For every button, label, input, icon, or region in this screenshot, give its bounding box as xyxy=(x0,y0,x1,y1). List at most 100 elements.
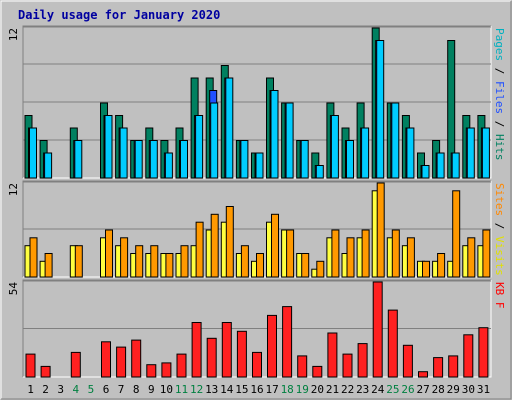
bar-kb-kb-f-day-27 xyxy=(418,371,428,378)
panel-hits-ymax-label: 12 xyxy=(7,28,20,41)
x-tick-label-day-13: 13 xyxy=(205,383,218,396)
bar-visits-sites-day-28 xyxy=(437,253,446,278)
bar-kb-kb-f-day-1 xyxy=(25,353,36,378)
bar-hits-pages-day-4 xyxy=(74,140,83,179)
x-tick-label-day-14: 14 xyxy=(220,383,234,396)
bar-kb-kb-f-day-11 xyxy=(176,353,187,378)
bar-visits-sites-day-31 xyxy=(482,229,491,278)
bar-visits-sites-day-4 xyxy=(74,245,83,278)
bar-hits-pages-day-2 xyxy=(44,152,53,179)
panel-hits: 12 Pages / Files / Hits xyxy=(7,25,506,179)
legend-entry: Pages xyxy=(493,28,506,61)
x-tick-label-day-23: 23 xyxy=(356,383,369,396)
bar-hits-pages-day-30 xyxy=(466,127,475,179)
bar-kb-kb-f-day-10 xyxy=(161,362,172,378)
bar-hits-pages-day-12 xyxy=(195,115,204,179)
x-tick-label-day-24: 24 xyxy=(371,383,385,396)
bar-hits-pages-day-13 xyxy=(210,102,219,179)
bar-visits-sites-day-17 xyxy=(271,213,279,278)
bar-visits-sites-day-7 xyxy=(120,237,129,278)
x-tick-label-day-15: 15 xyxy=(235,383,248,396)
panel-visits: 12 Sites / Visits xyxy=(7,180,506,278)
bar-kb-kb-f-day-14 xyxy=(221,322,232,378)
panel-visits-shadow-edge xyxy=(22,180,491,277)
x-tick-label-day-4: 4 xyxy=(72,383,79,396)
bar-hits-pages-day-1 xyxy=(29,127,37,179)
panel-visits-ymax-label: 12 xyxy=(7,183,20,196)
bar-kb-kb-f-day-4 xyxy=(70,351,81,378)
bar-hits-pages-day-9 xyxy=(149,140,158,179)
x-tick-label-day-8: 8 xyxy=(133,383,140,396)
legend-entry: Sites xyxy=(493,183,506,216)
bar-kb-kb-f-day-21 xyxy=(327,332,338,378)
chart-panels: 12 Pages / Files / Hits 12 Sites / Visits 54… xyxy=(7,25,506,378)
legend-entry: / xyxy=(493,216,506,236)
bar-visits-sites-day-27 xyxy=(422,260,430,278)
bar-visits-sites-day-22 xyxy=(346,237,355,278)
bar-kb-kb-f-day-13 xyxy=(206,337,217,378)
bar-visits-sites-day-23 xyxy=(361,229,370,278)
bar-visits-sites-day-18 xyxy=(286,229,295,278)
bar-kb-kb-f-day-9 xyxy=(146,364,157,378)
x-tick-label-day-29: 29 xyxy=(447,383,460,396)
x-tick-label-day-3: 3 xyxy=(57,383,64,396)
bar-kb-kb-f-day-24 xyxy=(372,281,383,378)
bar-kb-kb-f-day-29 xyxy=(448,355,459,378)
bar-kb-kb-f-day-12 xyxy=(191,322,202,378)
bar-visits-sites-day-30 xyxy=(467,237,476,278)
bar-hits-pages-day-17 xyxy=(270,90,279,179)
legend-entry: Visits xyxy=(493,236,506,276)
x-tick-label-day-30: 30 xyxy=(462,383,475,396)
x-tick-label-day-31: 31 xyxy=(477,383,490,396)
legend-entry: Hits xyxy=(493,134,506,161)
bar-kb-kb-f-day-16 xyxy=(252,351,262,378)
bar-kb-kb-f-day-18 xyxy=(282,306,293,378)
x-tick-label-day-21: 21 xyxy=(326,383,339,396)
bar-visits-sites-day-12 xyxy=(195,221,204,278)
bar-hits-pages-day-8 xyxy=(134,140,143,179)
bar-visits-sites-day-21 xyxy=(331,229,340,278)
bar-visits-sites-day-2 xyxy=(44,253,53,278)
bar-hits-pages-day-14 xyxy=(225,77,234,179)
x-tick-label-day-2: 2 xyxy=(42,383,49,396)
bar-visits-sites-day-25 xyxy=(391,229,400,278)
bar-hits-pages-day-19 xyxy=(300,140,309,179)
bar-kb-kb-f-day-19 xyxy=(297,355,308,378)
legend-entry: KB F xyxy=(493,282,506,309)
x-tick-label-day-19: 19 xyxy=(296,383,309,396)
legend-entry: Files xyxy=(493,81,506,114)
bar-kb-kb-f-day-23 xyxy=(357,343,368,378)
x-tick-label-day-1: 1 xyxy=(27,383,34,396)
panel-kb: 54 KB F xyxy=(7,279,506,378)
bar-hits-pages-day-23 xyxy=(361,127,370,179)
bar-hits-pages-day-7 xyxy=(119,127,128,179)
panel-kb-shadow-edge xyxy=(22,279,491,377)
x-tick-label-day-26: 26 xyxy=(401,383,414,396)
bar-visits-sites-day-1 xyxy=(29,237,38,278)
x-tick-label-day-27: 27 xyxy=(416,383,429,396)
bar-kb-kb-f-day-31 xyxy=(478,327,489,378)
bar-kb-kb-f-day-30 xyxy=(463,334,474,378)
bar-visits-sites-day-6 xyxy=(105,229,113,278)
bar-hits-pages-day-20 xyxy=(315,165,324,179)
bar-hits-pages-day-26 xyxy=(406,127,415,179)
x-tick-label-day-18: 18 xyxy=(281,383,294,396)
bar-hits-pages-day-31 xyxy=(481,127,490,179)
bar-visits-sites-day-10 xyxy=(165,253,174,278)
panel-visits-legend: Sites / Visits xyxy=(493,183,506,276)
bar-hits-pages-day-15 xyxy=(240,140,249,179)
bar-visits-sites-day-19 xyxy=(301,253,310,278)
bar-hits-pages-day-29 xyxy=(451,152,460,179)
x-tick-label-day-7: 7 xyxy=(118,383,125,396)
bar-visits-sites-day-13 xyxy=(210,213,219,278)
bar-visits-sites-day-16 xyxy=(256,253,264,278)
bar-visits-sites-day-8 xyxy=(135,245,144,278)
x-tick-label-day-16: 16 xyxy=(250,383,263,396)
bar-kb-kb-f-day-15 xyxy=(236,330,247,378)
x-tick-label-day-10: 10 xyxy=(160,383,173,396)
bar-kb-kb-f-day-20 xyxy=(312,365,323,378)
bar-hits-pages-day-25 xyxy=(391,102,400,179)
bar-visits-sites-day-24 xyxy=(376,182,385,278)
